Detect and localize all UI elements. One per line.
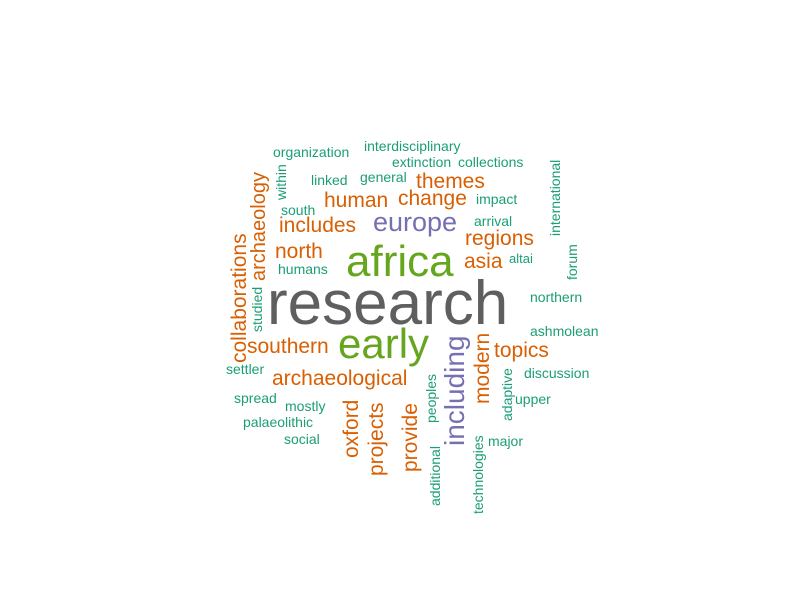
word-studied: studied (249, 286, 265, 332)
word-spread: spread (234, 390, 277, 406)
word-linked: linked (311, 172, 348, 188)
word-adaptive: adaptive (499, 368, 515, 421)
word-southern: southern (247, 335, 329, 358)
word-forum: forum (564, 244, 580, 280)
word-regions: regions (465, 227, 534, 250)
word-upper: upper (515, 391, 551, 407)
word-major: major (488, 433, 524, 449)
word-research: research (267, 269, 509, 338)
word-change: change (398, 187, 467, 210)
word-ashmolean: ashmolean (530, 323, 599, 339)
word-archaeology: archaeology (248, 172, 270, 281)
word-peoples: peoples (423, 373, 439, 423)
word-themes: themes (416, 170, 485, 193)
word-including: including (439, 335, 470, 446)
word-palaeolithic: palaeolithic (243, 414, 314, 430)
word-south: south (281, 202, 316, 218)
word-international: international (547, 159, 563, 236)
word-provide: provide (399, 403, 422, 472)
word-altai: altai (509, 251, 533, 266)
word-mostly: mostly (285, 398, 326, 414)
word-africa: africa (346, 237, 454, 286)
word-general: general (360, 169, 407, 185)
word-humans: humans (278, 261, 328, 277)
word-collections: collections (458, 154, 524, 170)
word-collaborations: collaborations (228, 233, 251, 363)
word-technologies: technologies (470, 435, 486, 514)
word-projects: projects (365, 402, 388, 476)
word-discussion: discussion (524, 365, 590, 381)
word-modern: modern (471, 332, 494, 404)
word-topics: topics (494, 339, 549, 362)
word-europe: europe (373, 207, 458, 237)
word-asia: asia (464, 250, 503, 273)
word-interdisciplinary: interdisciplinary (364, 138, 461, 154)
word-within: within (273, 164, 289, 200)
word-additional: additional (427, 446, 443, 506)
word-impact: impact (476, 191, 518, 207)
word-oxford: oxford (340, 399, 363, 458)
word-human: human (324, 189, 389, 212)
word-settler: settler (226, 361, 265, 377)
word-includes: includes (279, 214, 357, 237)
word-extinction: extinction (392, 154, 452, 170)
word-early: early (338, 320, 430, 367)
word-archaeological: archaeological (272, 367, 408, 390)
word-organization: organization (273, 144, 350, 160)
word-arrival: arrival (474, 213, 513, 229)
word-social: social (284, 431, 320, 447)
word-northern: northern (530, 289, 583, 305)
word-north: north (275, 240, 323, 263)
